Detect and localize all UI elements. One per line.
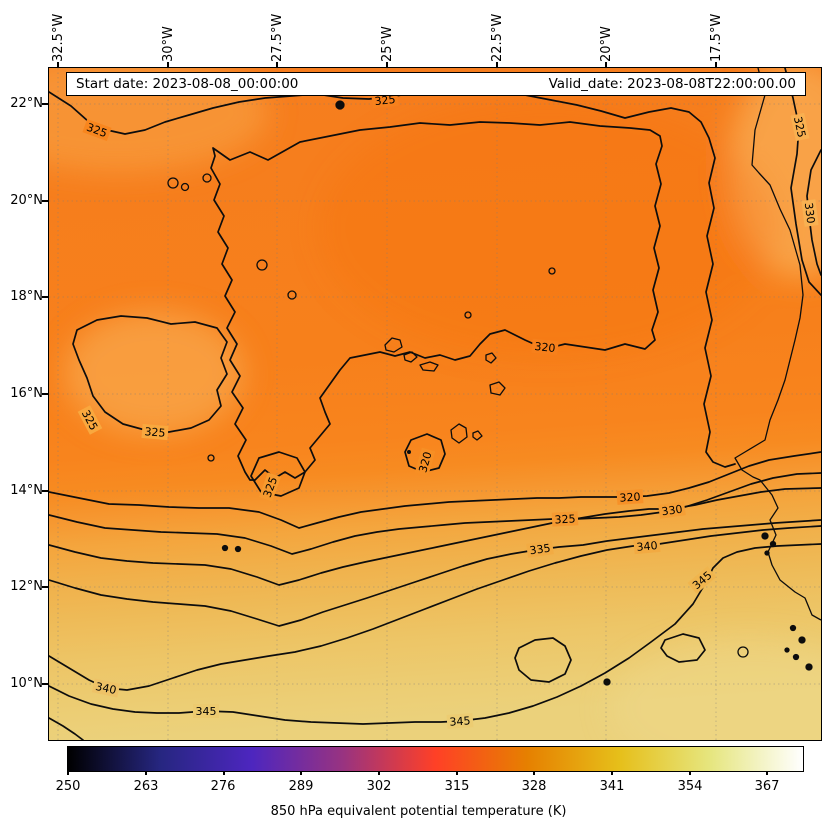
- x-tick-mark: [276, 62, 278, 67]
- contour-320-main-loop: [210, 121, 663, 481]
- y-tick-mark: [42, 103, 48, 105]
- colorbar-tick-label: 354: [677, 779, 703, 794]
- colorbar-tick-label: 276: [210, 779, 236, 794]
- x-tick-mark: [57, 62, 59, 67]
- island-sao-vicente: [403, 351, 418, 363]
- x-tick-mark: [715, 62, 717, 67]
- x-tick-mark: [386, 62, 388, 67]
- contour-label: 320: [416, 450, 434, 474]
- x-tick-mark: [167, 62, 169, 67]
- contour-label: 320: [534, 340, 556, 355]
- y-tick-label: 14°N: [10, 483, 43, 498]
- island-maio: [472, 430, 483, 441]
- y-tick-label: 16°N: [10, 386, 43, 401]
- x-tick-mark: [605, 62, 607, 67]
- colorbar-tick-mark: [67, 771, 69, 775]
- y-tick-mark: [42, 586, 48, 588]
- valid-date-text: Valid_date: 2023-08-08T22:00:00.00: [548, 76, 796, 92]
- contour-325-small-loop: [250, 451, 306, 497]
- contour-label: 320: [619, 490, 641, 504]
- contour-320-fogo-ring: [404, 433, 446, 473]
- contour-corner-southwest: [49, 717, 84, 740]
- island-sao-nicolau: [419, 361, 439, 372]
- colorbar-tick-label: 328: [521, 779, 547, 794]
- contour-325-west-loop: [72, 315, 228, 433]
- x-tick-label: 32.5°W: [51, 13, 66, 62]
- colorbar-tick-mark: [533, 771, 535, 775]
- y-tick-label: 18°N: [10, 289, 43, 304]
- colorbar-tick-label: 263: [133, 779, 159, 794]
- colorbar-tick-label: 315: [444, 779, 470, 794]
- contour-inline-labels: 325 325 320 320 325 330 335 340 345 325 …: [77, 91, 819, 729]
- contour-350-pocket-b: [660, 633, 706, 663]
- contour-label: 325: [374, 93, 396, 108]
- island-santiago: [450, 423, 468, 444]
- contour-band-325: [49, 472, 821, 555]
- contour-label: 340: [94, 680, 117, 697]
- y-tick-label: 22°N: [10, 96, 43, 111]
- island-boa-vista: [489, 381, 506, 396]
- y-tick-mark: [42, 490, 48, 492]
- y-tick-label: 10°N: [10, 676, 43, 691]
- colorbar-tick-label: 341: [599, 779, 625, 794]
- island-santo-antao: [384, 337, 403, 353]
- y-tick-label: 20°N: [10, 193, 43, 208]
- map-plot-area: 325 325 320 320 325 330 335 340 345 325 …: [48, 67, 822, 741]
- y-tick-mark: [42, 200, 48, 202]
- x-tick-label: 30°W: [161, 26, 176, 62]
- x-tick-label: 25°W: [380, 26, 395, 62]
- colorbar-tick-mark: [300, 771, 302, 775]
- colorbar-tick-mark: [766, 771, 768, 775]
- contour-label: 325: [554, 512, 576, 526]
- theta-e-map: 325 325 320 320 325 330 335 340 345 325 …: [49, 68, 821, 740]
- colorbar-tick-mark: [145, 771, 147, 775]
- colorbar-tick-label: 367: [754, 779, 780, 794]
- contour-band-330: [49, 487, 821, 586]
- x-tick-label: 22.5°W: [490, 13, 505, 62]
- y-tick-mark: [42, 683, 48, 685]
- contour-325-north: [49, 87, 736, 468]
- contour-325-inland: [784, 68, 821, 296]
- contour-band-335: [49, 519, 821, 627]
- y-tick-label: 12°N: [10, 579, 43, 594]
- colorbar: [67, 746, 804, 772]
- x-tick-mark: [496, 62, 498, 67]
- contour-label: 345: [196, 705, 217, 718]
- contour-band-340: [49, 525, 821, 691]
- contour-label: 330: [802, 202, 817, 224]
- contour-label: 340: [636, 539, 658, 554]
- colorbar-tick-mark: [378, 771, 380, 775]
- colorbar-tick-label: 250: [55, 779, 81, 794]
- contour-label: 335: [529, 542, 552, 558]
- temperature-contours: [49, 68, 821, 740]
- african-coastline: [734, 68, 821, 621]
- x-tick-label: 20°W: [599, 26, 614, 62]
- contour-band-320: [49, 451, 821, 529]
- colorbar-tick-label: 302: [366, 779, 392, 794]
- island-brava: [407, 450, 411, 454]
- y-tick-mark: [42, 393, 48, 395]
- contour-label: 325: [791, 115, 808, 138]
- contour-speckles: [167, 100, 813, 686]
- colorbar-tick-mark: [689, 771, 691, 775]
- y-tick-mark: [42, 296, 48, 298]
- date-title-box: Start date: 2023-08-08_00:00:00 Valid_da…: [66, 72, 806, 96]
- x-tick-label: 27.5°W: [270, 13, 285, 62]
- colorbar-tick-mark: [223, 771, 225, 775]
- contour-label: 330: [661, 503, 684, 519]
- contour-label: 345: [449, 714, 471, 728]
- colorbar-tick-label: 289: [288, 779, 314, 794]
- start-date-text: Start date: 2023-08-08_00:00:00: [76, 76, 299, 92]
- x-tick-label: 17.5°W: [709, 13, 724, 62]
- coastline-path: [734, 68, 821, 621]
- colorbar-tick-mark: [456, 771, 458, 775]
- colorbar-title: 850 hPa equivalent potential temperature…: [270, 804, 567, 819]
- colorbar-tick-mark: [611, 771, 613, 775]
- contour-350-pocket-a: [514, 637, 572, 683]
- contour-label: 325: [144, 425, 166, 440]
- island-sal: [485, 352, 497, 364]
